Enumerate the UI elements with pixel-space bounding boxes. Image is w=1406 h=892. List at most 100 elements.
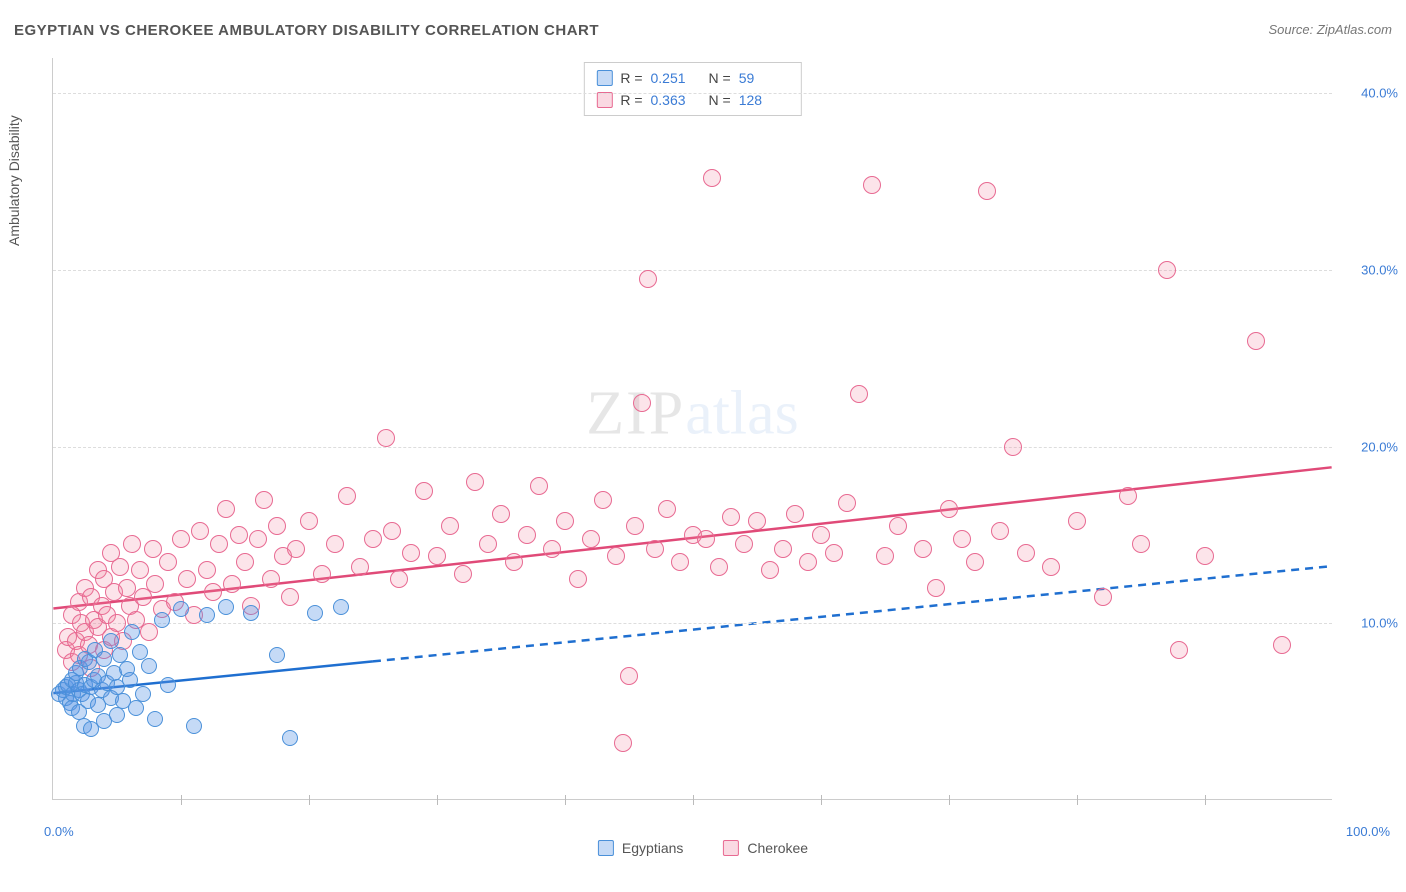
data-point [722,508,740,526]
data-point [147,711,163,727]
data-point [556,512,574,530]
data-point [466,473,484,491]
data-point [428,547,446,565]
swatch-icon [596,92,612,108]
gridline [53,447,1332,448]
data-point [620,667,638,685]
data-point [160,677,176,693]
data-point [383,522,401,540]
n-value-pink: 128 [739,92,789,108]
data-point [889,517,907,535]
data-point [122,672,138,688]
data-point [441,517,459,535]
x-tick [181,795,182,805]
data-point [505,553,523,571]
chart-container: EGYPTIAN VS CHEROKEE AMBULATORY DISABILI… [0,0,1406,892]
data-point [914,540,932,558]
data-point [646,540,664,558]
data-point [377,429,395,447]
data-point [178,570,196,588]
r-value-blue: 0.251 [651,70,701,86]
data-point [307,605,323,621]
chart-title: EGYPTIAN VS CHEROKEE AMBULATORY DISABILI… [14,22,599,39]
data-point [96,651,112,667]
data-point [217,500,235,518]
data-point [249,530,267,548]
x-tick [565,795,566,805]
data-point [569,570,587,588]
data-point [1196,547,1214,565]
data-point [1042,558,1060,576]
x-tick [437,795,438,805]
data-point [953,530,971,548]
data-point [774,540,792,558]
watermark: ZIPatlas [586,378,799,449]
data-point [671,553,689,571]
data-point [223,575,241,593]
x-tick [821,795,822,805]
data-point [978,182,996,200]
data-point [146,575,164,593]
data-point [159,553,177,571]
y-tick-label: 20.0% [1342,439,1398,454]
data-point [243,605,259,621]
data-point [268,517,286,535]
data-point [144,540,162,558]
data-point [402,544,420,562]
data-point [1170,641,1188,659]
data-point [186,718,202,734]
data-point [173,601,189,617]
data-point [255,491,273,509]
data-point [123,535,141,553]
x-tick [949,795,950,805]
plot-area: R = 0.251 N = 59 R = 0.363 N = 128 ZIPat… [52,58,1332,800]
data-point [940,500,958,518]
swatch-icon [598,840,614,856]
data-point [230,526,248,544]
data-point [281,588,299,606]
data-point [492,505,510,523]
x-axis-max: 100.0% [1346,824,1390,839]
data-point [454,565,472,583]
data-point [338,487,356,505]
data-point [313,565,331,583]
x-tick [1205,795,1206,805]
data-point [218,599,234,615]
gridline [53,623,1332,624]
data-point [135,686,151,702]
data-point [204,583,222,601]
data-point [626,517,644,535]
data-point [786,505,804,523]
r-value-pink: 0.363 [651,92,701,108]
data-point [1004,438,1022,456]
data-point [199,607,215,623]
data-point [703,169,721,187]
data-point [991,522,1009,540]
data-point [633,394,651,412]
y-tick-label: 40.0% [1342,86,1398,101]
data-point [1247,332,1265,350]
source-label: Source: ZipAtlas.com [1268,22,1392,37]
data-point [141,658,157,674]
data-point [300,512,318,530]
data-point [863,176,881,194]
data-point [351,558,369,576]
legend-row-blue: R = 0.251 N = 59 [596,67,788,89]
data-point [128,700,144,716]
data-point [607,547,625,565]
data-point [825,544,843,562]
x-tick [309,795,310,805]
data-point [1017,544,1035,562]
data-point [927,579,945,597]
correlation-legend-box: R = 0.251 N = 59 R = 0.363 N = 128 [583,62,801,116]
trendlines [53,58,1332,799]
data-point [710,558,728,576]
legend-row-pink: R = 0.363 N = 128 [596,89,788,111]
gridline [53,270,1332,271]
data-point [748,512,766,530]
data-point [140,623,158,641]
data-point [287,540,305,558]
data-point [236,553,254,571]
data-point [639,270,657,288]
data-point [333,599,349,615]
